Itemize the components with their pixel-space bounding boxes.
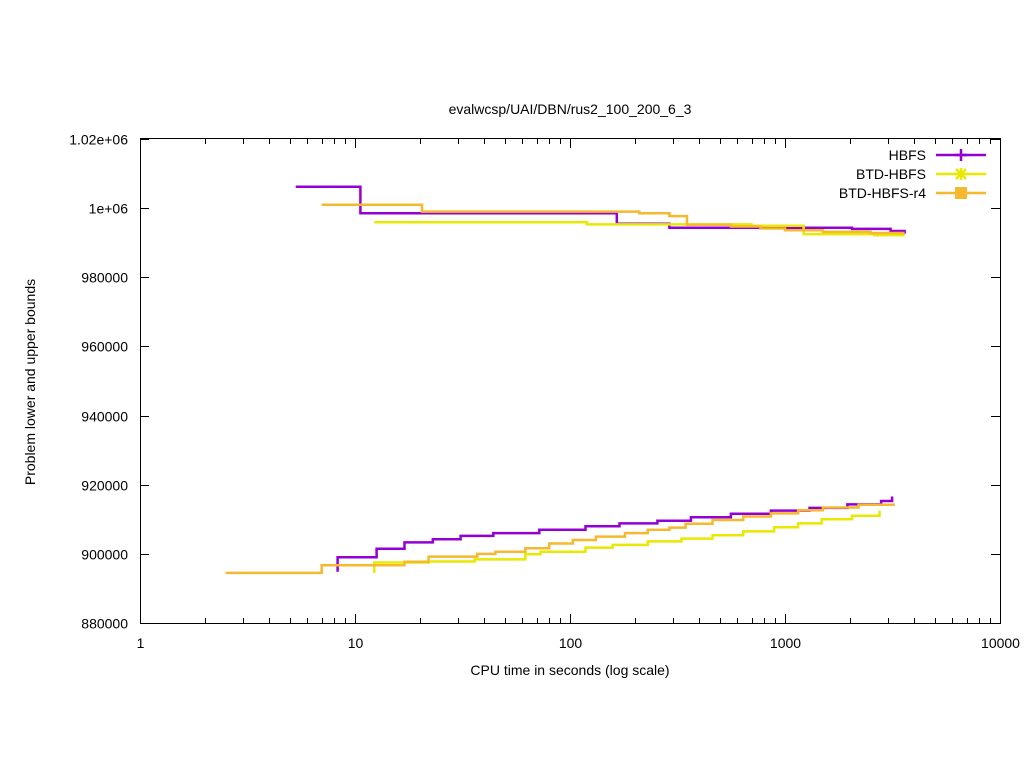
- y-tick-label: 920000: [81, 478, 128, 494]
- x-axis-label: CPU time in seconds (log scale): [470, 662, 669, 678]
- series-line-hbfs-upper: [295, 185, 906, 234]
- series-line-btd-hbfs-upper: [374, 221, 905, 237]
- chart-title: evalwcsp/UAI/DBN/rus2_100_200_6_3: [449, 101, 692, 117]
- y-tick-label: 1e+06: [89, 201, 129, 217]
- plot-frame: [140, 138, 1001, 624]
- x-tick-label: 100: [559, 635, 583, 651]
- x-tick-label: 10: [348, 635, 364, 651]
- x-tick-label: 10000: [981, 635, 1020, 651]
- axes-group: 880000 900000 920000 940000 960000 980000 1e+0…: [69, 132, 1020, 652]
- y-tick-label: 1.02e+06: [69, 132, 128, 148]
- series-line-hbfs-lower: [336, 496, 894, 572]
- legend-label-btd-hbfs: BTD-HBFS: [856, 166, 926, 182]
- y-tick-label: 940000: [81, 409, 128, 425]
- legend-label-btd-hbfs-r4: BTD-HBFS-r4: [839, 185, 926, 201]
- x-tick-label: 1: [137, 635, 145, 651]
- legend-marker-star-icon: [955, 168, 967, 180]
- y-tick-label: 960000: [81, 339, 128, 355]
- y-tick-label: 880000: [81, 616, 128, 632]
- series-line-btd-hbfs-r4-upper: [321, 203, 905, 235]
- series-group: [225, 185, 906, 575]
- series-line-btd-hbfs-lower: [373, 510, 881, 573]
- legend-marker-square-icon: [955, 187, 967, 199]
- series-line-btd-hbfs-r4-lower: [225, 503, 895, 575]
- x-tick-label: 1000: [770, 635, 801, 651]
- y-tick-label: 980000: [81, 270, 128, 286]
- legend-marker-plus-icon: [955, 149, 967, 161]
- y-tick-label: 900000: [81, 547, 128, 563]
- y-axis-label: Problem lower and upper bounds: [22, 279, 38, 485]
- legend-label-hbfs: HBFS: [889, 147, 926, 163]
- legend: HBFS BTD-HBFS BTD-HBFS-r4: [839, 147, 986, 201]
